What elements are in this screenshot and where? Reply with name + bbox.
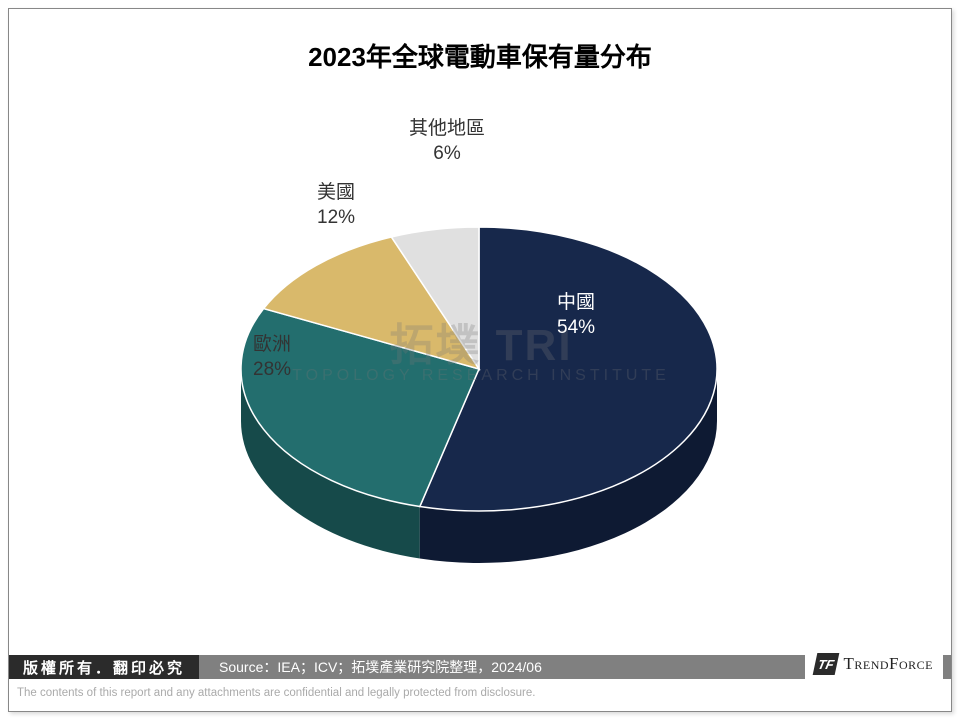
slice-percent: 54% <box>557 316 595 341</box>
pie-chart-area: 拓墣 TRI TOPOLOGY RESEARCH INSTITUTE 中國54%… <box>9 99 953 619</box>
chart-title-text: 2023年全球電動車保有量分布 <box>308 42 652 72</box>
pie-chart-svg <box>9 99 953 619</box>
slice-percent: 12% <box>317 206 355 231</box>
logo-mark-text: TF <box>817 657 836 672</box>
logo-mark-icon: TF <box>813 653 840 675</box>
pie-slice-label: 中國54% <box>557 291 595 340</box>
slice-name: 其他地區 <box>409 117 485 142</box>
chart-title: 2023年全球電動車保有量分布 <box>9 37 951 74</box>
slice-percent: 28% <box>253 358 291 383</box>
footer-copyright: 版權所有．翻印必究 <box>9 655 199 679</box>
logo-text-value: TrendForce <box>843 654 933 673</box>
footer-disclaimer: The contents of this report and any atta… <box>17 687 535 699</box>
pie-slice-label: 其他地區6% <box>409 117 485 166</box>
footer-logo: TF TrendForce <box>805 649 943 679</box>
logo-text: TrendForce <box>843 654 933 674</box>
slice-percent: 6% <box>409 142 485 167</box>
disclaimer-text: The contents of this report and any atta… <box>17 687 535 699</box>
source-text: Source：IEA；ICV；拓墣產業研究院整理，2024/06 <box>219 657 542 677</box>
slice-name: 中國 <box>557 291 595 316</box>
pie-slice-label: 歐洲28% <box>253 333 291 382</box>
footer-bar: 版權所有．翻印必究 Source：IEA；ICV；拓墣產業研究院整理，2024/… <box>9 655 951 679</box>
chart-frame: 2023年全球電動車保有量分布 拓墣 TRI TOPOLOGY RESEARCH… <box>8 8 952 712</box>
slice-name: 美國 <box>317 181 355 206</box>
pie-slice-label: 美國12% <box>317 181 355 230</box>
slice-name: 歐洲 <box>253 333 291 358</box>
copyright-text: 版權所有．翻印必究 <box>23 657 185 678</box>
footer: 版權所有．翻印必究 Source：IEA；ICV；拓墣產業研究院整理，2024/… <box>9 655 951 697</box>
